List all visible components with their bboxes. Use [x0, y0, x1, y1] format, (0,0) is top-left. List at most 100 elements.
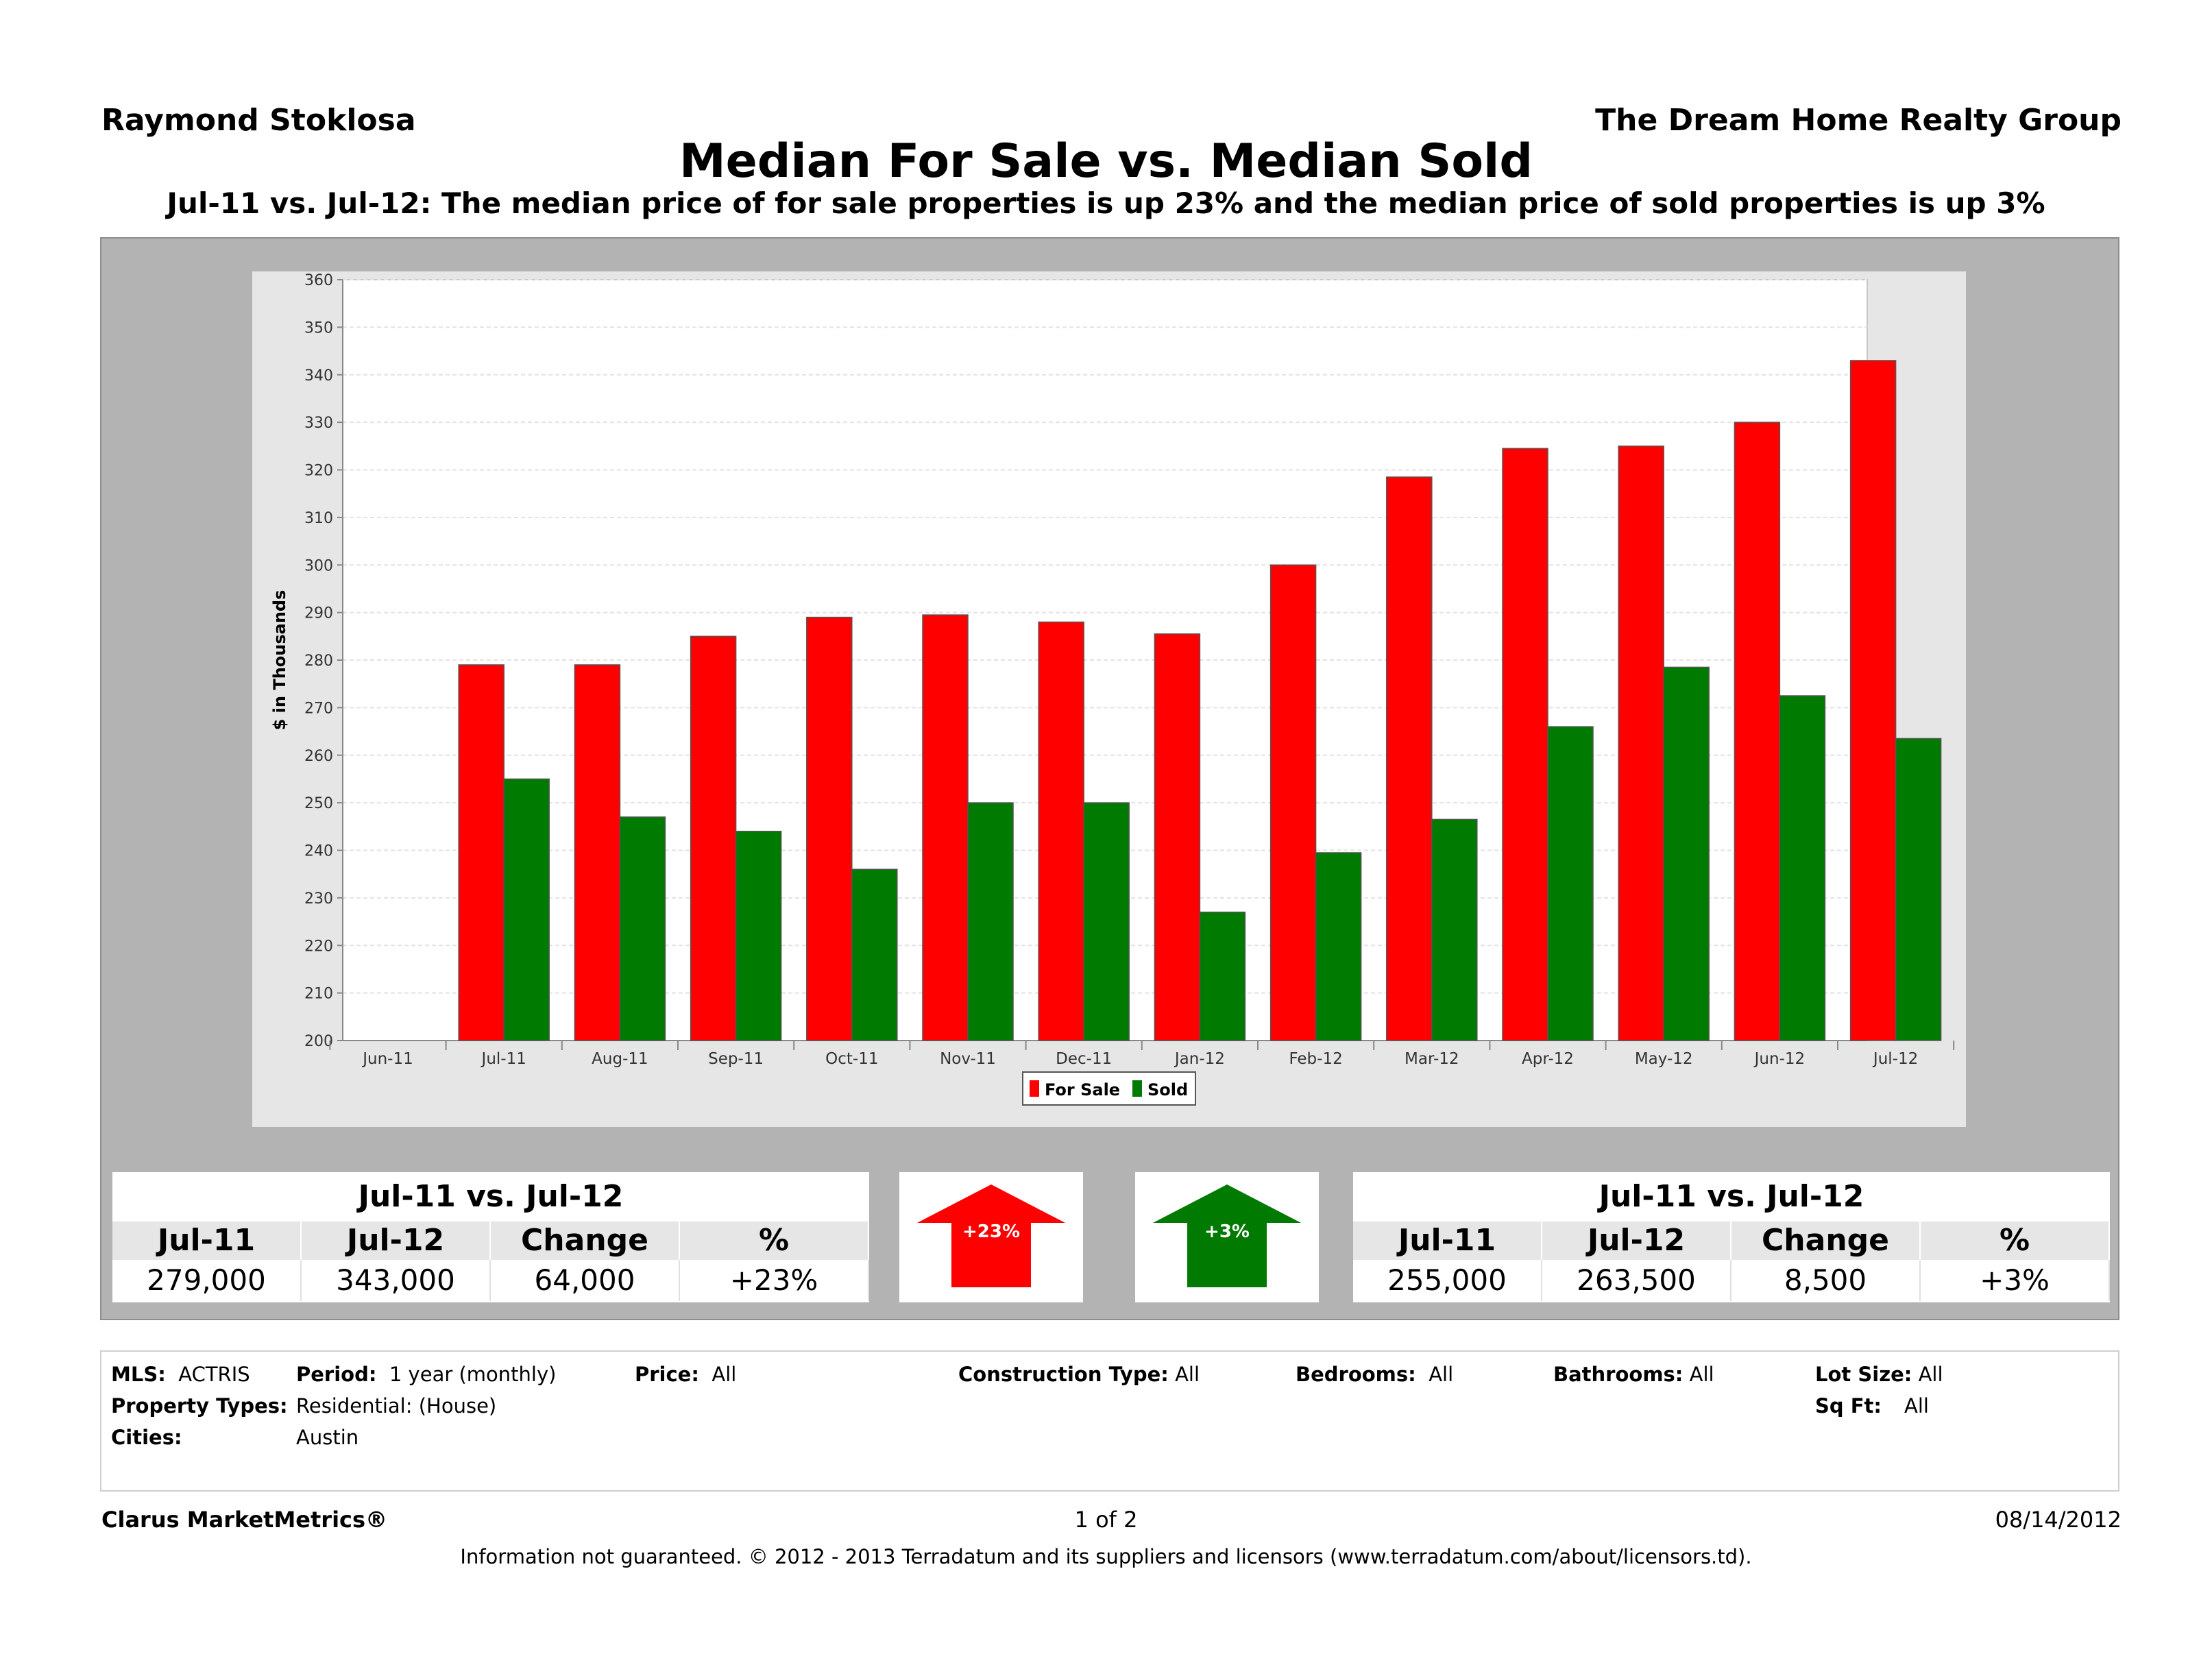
x-tick-label: Jul-12	[1872, 1050, 1918, 1068]
company-name: The Dream Home Realty Group	[1595, 103, 2122, 138]
criteria-cities-value: Austin	[296, 1426, 359, 1449]
criteria-value: 1 year (monthly)	[389, 1363, 557, 1386]
x-tick-label: Oct-11	[825, 1050, 878, 1068]
for-sale-bar	[806, 616, 853, 1041]
search-criteria-box: MLS: ACTRIS Period: 1 year (monthly) Pri…	[100, 1350, 2119, 1492]
sold-bar	[967, 802, 1014, 1041]
for-sale-bar	[1618, 446, 1664, 1041]
report-date: 08/14/2012	[1995, 1507, 2122, 1533]
report-title: Median For Sale vs. Median Sold	[679, 134, 1533, 189]
for-sale-stats-table: Jul-11 vs. Jul-12 Jul-11 Jul-12 Change %…	[112, 1172, 869, 1302]
y-tick-label: 310	[304, 510, 333, 527]
x-tick-label: Aug-11	[592, 1050, 648, 1068]
for-sale-stats-title: Jul-11 vs. Jul-12	[358, 1179, 624, 1214]
sold-bar	[619, 816, 666, 1041]
sold-bar	[1431, 818, 1478, 1041]
brand-name: Clarus MarketMetrics®	[101, 1507, 388, 1533]
value-cell: 343,000	[302, 1260, 491, 1301]
criteria-label: Sq Ft:	[1815, 1394, 1882, 1418]
y-tick-label: 360	[304, 272, 333, 289]
for-sale-bar	[1038, 621, 1084, 1041]
for-sale-arrow-box: +23%	[899, 1172, 1083, 1302]
legend-box	[1022, 1071, 1196, 1106]
criteria-label: MLS:	[111, 1363, 166, 1386]
header-cell: %	[1921, 1221, 2110, 1260]
for-sale-bar	[1849, 360, 1897, 1041]
criteria-property-types-label: Property Types:	[111, 1394, 288, 1418]
x-tick-label: Nov-11	[940, 1050, 996, 1068]
criteria-label: Cities:	[111, 1426, 182, 1449]
for-sale-stats-row: 279,000 343,000 64,000 +23%	[112, 1260, 869, 1301]
x-tick-label: Jan-12	[1174, 1050, 1225, 1068]
y-tick-label: 220	[304, 938, 333, 955]
legend-swatch-sold	[1132, 1080, 1142, 1097]
criteria-value: ACTRIS	[178, 1363, 250, 1386]
legend-swatch-for-sale	[1030, 1080, 1039, 1097]
criteria-lot-size: Lot Size: All	[1815, 1363, 1943, 1386]
sold-bar	[1663, 666, 1710, 1041]
criteria-value: All	[1918, 1363, 1943, 1386]
y-tick-label: 280	[304, 653, 333, 670]
y-axis-label: $ in Thousands	[270, 590, 289, 731]
y-tick-label: 210	[304, 986, 333, 1003]
y-tick-label: 250	[304, 795, 333, 812]
sold-bar	[1547, 726, 1594, 1041]
up-arrow-icon	[917, 1184, 1065, 1287]
value-cell: 255,000	[1353, 1260, 1542, 1301]
page-number: 1 of 2	[1074, 1507, 1138, 1533]
for-sale-bar	[574, 664, 621, 1041]
for-sale-stats-header: Jul-11 Jul-12 Change %	[112, 1221, 869, 1260]
criteria-label: Bedrooms:	[1296, 1363, 1416, 1386]
y-tick-label: 260	[304, 748, 333, 765]
value-cell: 263,500	[1542, 1260, 1731, 1301]
criteria-label: Property Types:	[111, 1394, 288, 1418]
sold-bar	[1199, 911, 1246, 1041]
criteria-property-types-value: Residential: (House)	[296, 1394, 497, 1418]
x-tick-label: May-12	[1635, 1050, 1693, 1068]
x-tick-label: Sep-11	[708, 1050, 764, 1068]
value-cell: +23%	[680, 1260, 869, 1301]
criteria-value: All	[1689, 1363, 1714, 1386]
for-sale-bar	[1154, 633, 1201, 1041]
header-cell: Jul-11	[112, 1221, 302, 1260]
criteria-bathrooms: Bathrooms: All	[1553, 1363, 1714, 1386]
sold-stats-row: 255,000 263,500 8,500 +3%	[1353, 1260, 2110, 1301]
criteria-period: Period: 1 year (monthly)	[296, 1363, 556, 1386]
sold-bar	[1083, 802, 1130, 1041]
x-tick-label: Feb-12	[1289, 1050, 1342, 1068]
y-tick-label: 270	[304, 700, 333, 717]
x-tick-label: Jun-11	[361, 1050, 413, 1068]
criteria-value: All	[1429, 1363, 1454, 1386]
value-cell: +3%	[1921, 1260, 2110, 1301]
value-cell: 279,000	[112, 1260, 302, 1301]
for-sale-bar	[690, 635, 737, 1041]
up-arrow-icon	[1153, 1184, 1301, 1287]
criteria-bedrooms: Bedrooms: All	[1296, 1363, 1453, 1386]
criteria-price: Price: All	[635, 1363, 736, 1386]
header-cell: Jul-11	[1353, 1221, 1542, 1260]
sold-bar	[1779, 695, 1826, 1041]
criteria-construction: Construction Type: All	[958, 1363, 1200, 1386]
sold-bar	[503, 778, 550, 1041]
criteria-label: Period:	[296, 1363, 377, 1386]
y-tick-label: 200	[304, 1033, 333, 1050]
y-tick-label: 290	[304, 605, 333, 622]
for-sale-bar	[1734, 422, 1781, 1041]
y-tick-label: 350	[304, 319, 333, 337]
y-tick-label: 230	[304, 890, 333, 908]
criteria-label: Lot Size:	[1815, 1363, 1912, 1386]
sold-bar	[1315, 852, 1362, 1041]
y-tick-label: 330	[304, 415, 333, 432]
header-cell: Change	[491, 1221, 680, 1260]
y-tick-label: 300	[304, 557, 333, 574]
sold-stats-title: Jul-11 vs. Jul-12	[1599, 1179, 1864, 1214]
sold-bar	[851, 868, 898, 1041]
agent-name: Raymond Stoklosa	[101, 103, 416, 138]
criteria-value: All	[1175, 1363, 1200, 1386]
sold-change-label: +3%	[1204, 1221, 1250, 1242]
criteria-label: Bathrooms:	[1553, 1363, 1684, 1386]
x-tick-label: Apr-12	[1522, 1050, 1574, 1068]
y-tick-label: 340	[304, 367, 333, 385]
report-subtitle: Jul-11 vs. Jul-12: The median price of f…	[167, 186, 2045, 220]
